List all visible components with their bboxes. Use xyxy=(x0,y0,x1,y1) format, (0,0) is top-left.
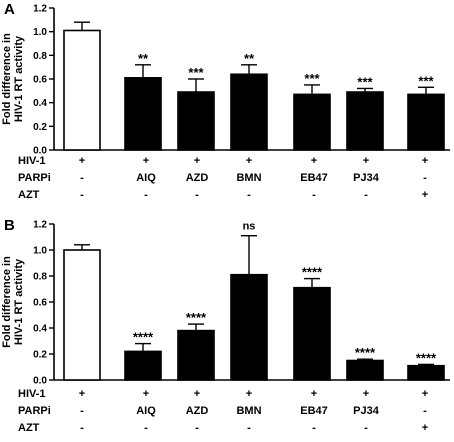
y-tick-label: 1.0 xyxy=(33,246,47,257)
table-cell: + xyxy=(422,155,428,167)
significance-label: **** xyxy=(416,350,437,365)
bar xyxy=(124,77,162,151)
table-cell: + xyxy=(246,388,252,400)
table-cell: - xyxy=(80,422,84,434)
table-cell: + xyxy=(311,388,317,400)
bar xyxy=(177,329,215,381)
table-cell: + xyxy=(363,155,369,167)
table-cell: + xyxy=(79,388,85,400)
table-cell: - xyxy=(80,405,84,417)
table-cell: + xyxy=(363,388,369,400)
significance-label: **** xyxy=(186,310,207,325)
y-axis-title-line: HIV-1 RT activity xyxy=(13,35,25,122)
table-cell: + xyxy=(422,388,428,400)
bar xyxy=(346,91,384,151)
bar xyxy=(63,249,101,381)
y-tick-label: 1.2 xyxy=(33,220,47,231)
bar xyxy=(407,364,445,381)
significance-label: *** xyxy=(357,74,373,89)
table-cell: - xyxy=(364,422,368,434)
table-cell: + xyxy=(143,155,149,167)
bar xyxy=(63,29,101,151)
significance-label: **** xyxy=(302,265,323,280)
bar xyxy=(407,93,445,151)
significance-label: **** xyxy=(133,330,154,345)
table-cell: + xyxy=(143,388,149,400)
table-cell: - xyxy=(247,422,251,434)
panel-letter: A xyxy=(4,1,15,18)
table-cell: - xyxy=(247,189,251,201)
bar xyxy=(124,350,162,381)
significance-label: *** xyxy=(188,65,204,80)
table-cell: AZD xyxy=(186,405,209,417)
table-cell: PJ34 xyxy=(353,172,380,184)
table-cell: AIQ xyxy=(136,405,156,417)
table-cell: + xyxy=(422,189,428,201)
bar xyxy=(346,359,384,381)
row-label: PARPi xyxy=(18,172,51,184)
panel-a: A Fold difference inHIV-1 RT activity 0.0 0… xyxy=(1,1,450,201)
row-label: HIV-1 xyxy=(18,388,46,400)
significance-label: *** xyxy=(304,71,320,86)
y-axis-title-line: HIV-1 RT activity xyxy=(13,258,25,345)
table-cell: - xyxy=(144,189,148,201)
table-cell: - xyxy=(195,422,199,434)
table-cell: BMN xyxy=(236,172,261,184)
row-label: PARPi xyxy=(18,405,51,417)
y-tick-label: 0.2 xyxy=(33,350,47,361)
table-cell: PJ34 xyxy=(353,405,380,417)
table-cell: - xyxy=(195,189,199,201)
row-label: AZT xyxy=(18,422,40,434)
y-tick-label: 0.6 xyxy=(33,298,47,309)
table-cell: - xyxy=(423,405,427,417)
y-tick-label: 0.6 xyxy=(33,75,47,86)
y-tick-label: 0.2 xyxy=(33,122,47,133)
row-label: HIV-1 xyxy=(18,155,46,167)
table-cell: - xyxy=(80,172,84,184)
table-cell: EB47 xyxy=(300,405,328,417)
table-cell: - xyxy=(364,189,368,201)
y-axis-title-line: Fold difference in xyxy=(1,33,13,125)
table-cell: - xyxy=(144,422,148,434)
y-tick-label: 0.4 xyxy=(33,98,47,109)
table-cell: EB47 xyxy=(300,172,328,184)
table-cell: + xyxy=(422,422,428,434)
y-axis-title: Fold difference inHIV-1 RT activity xyxy=(1,33,25,125)
table-cell: + xyxy=(194,155,200,167)
y-tick-label: 0.8 xyxy=(33,272,47,283)
significance-label: ns xyxy=(243,221,256,233)
y-axis-title: Fold difference inHIV-1 RT activity xyxy=(1,256,25,348)
significance-label: ** xyxy=(138,51,149,66)
table-cell: - xyxy=(80,189,84,201)
y-tick-label: 0.0 xyxy=(33,146,47,157)
y-tick-label: 1.0 xyxy=(33,27,47,38)
table-cell: - xyxy=(423,172,427,184)
bar xyxy=(177,91,215,151)
significance-label: *** xyxy=(418,73,434,88)
y-tick-label: 0.8 xyxy=(33,51,47,62)
bar xyxy=(293,286,331,381)
table-cell: + xyxy=(311,155,317,167)
significance-label: ** xyxy=(244,51,255,66)
bar xyxy=(230,73,268,151)
y-tick-label: 0.0 xyxy=(33,376,47,387)
panel-letter: B xyxy=(4,217,15,234)
table-cell: - xyxy=(312,422,316,434)
table-cell: + xyxy=(246,155,252,167)
significance-label: **** xyxy=(355,345,376,360)
table-cell: AZD xyxy=(186,172,209,184)
table-cell: BMN xyxy=(236,405,261,417)
table-cell: - xyxy=(312,189,316,201)
y-tick-label: 1.2 xyxy=(33,4,47,15)
row-label: AZT xyxy=(18,189,40,201)
table-cell: AIQ xyxy=(136,172,156,184)
bar xyxy=(230,273,268,381)
table-cell: + xyxy=(194,388,200,400)
y-axis-title-line: Fold difference in xyxy=(1,256,13,348)
y-tick-label: 0.4 xyxy=(33,324,47,335)
panel-b: B Fold difference inHIV-1 RT activity 0.0 0… xyxy=(1,217,450,434)
table-cell: + xyxy=(79,155,85,167)
bar xyxy=(293,93,331,151)
